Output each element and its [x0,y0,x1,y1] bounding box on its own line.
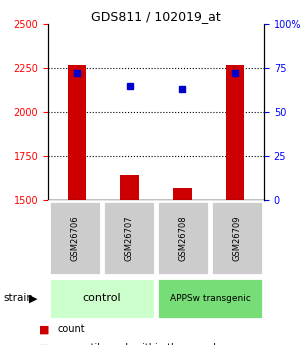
Bar [103,201,155,275]
Text: GSM26706: GSM26706 [70,215,80,261]
Bar [49,201,101,275]
Text: count: count [57,324,85,334]
Text: APPSw transgenic: APPSw transgenic [169,294,250,303]
Bar [211,201,263,275]
Bar [68,65,86,200]
Bar [120,176,139,200]
Bar [157,278,263,319]
Bar [157,201,209,275]
Text: percentile rank within the sample: percentile rank within the sample [57,343,222,345]
Text: GSM26709: GSM26709 [232,215,242,261]
Text: strain: strain [3,294,33,303]
Bar [173,188,192,200]
Bar [49,278,155,319]
Title: GDS811 / 102019_at: GDS811 / 102019_at [91,10,221,23]
Text: GSM26707: GSM26707 [124,215,134,261]
Text: ■: ■ [39,324,50,334]
Text: ■: ■ [39,343,50,345]
Bar [226,65,244,200]
Text: GSM26708: GSM26708 [178,215,188,261]
Text: control: control [83,294,121,303]
Text: ▶: ▶ [28,294,37,303]
